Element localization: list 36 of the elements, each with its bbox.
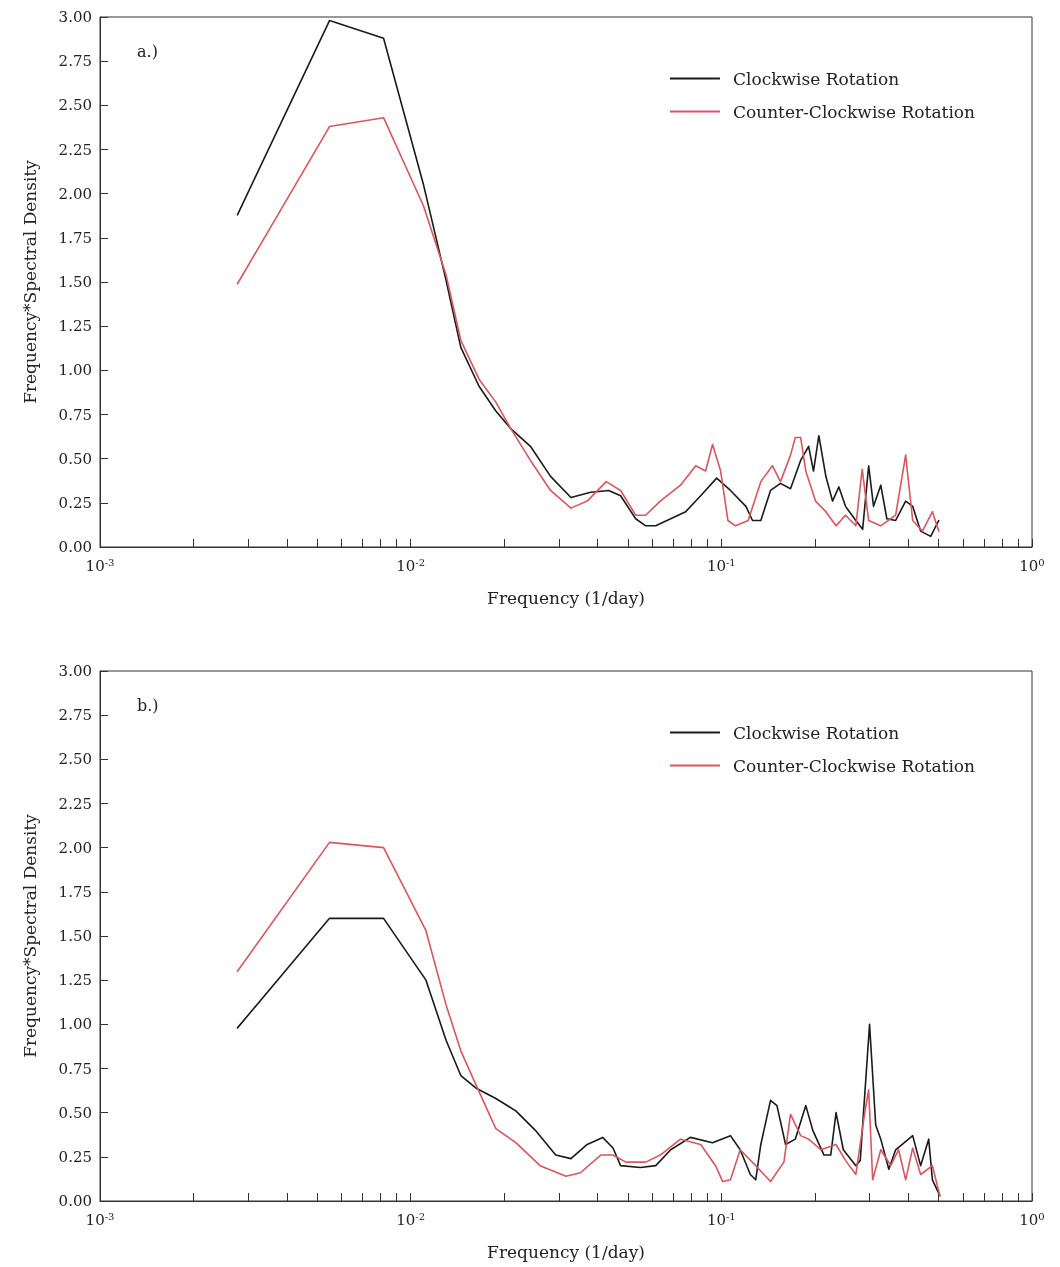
legend-label: Counter-Clockwise Rotation xyxy=(732,101,976,122)
y-tick-label: 1.00 xyxy=(58,1015,92,1034)
y-tick-label: 2.75 xyxy=(58,706,92,725)
legend-label: Clockwise Rotation xyxy=(732,68,900,89)
y-tick-label: 0.25 xyxy=(58,493,92,512)
legend-label: Clockwise Rotation xyxy=(732,722,900,743)
y-tick-label: 1.50 xyxy=(58,273,92,291)
y-tick-label: 0.25 xyxy=(58,1147,92,1166)
x-axis-title: Frequency (1/day) xyxy=(487,587,645,608)
y-tick-label: 2.00 xyxy=(58,184,92,203)
y-tick-label: 0.50 xyxy=(58,1103,92,1122)
legend-label: Counter-Clockwise Rotation xyxy=(732,755,976,776)
y-axis-title: Frequency*Spectral Density xyxy=(19,813,40,1058)
y-tick-label: 1.75 xyxy=(58,882,92,901)
annotation: a.) xyxy=(137,41,158,61)
y-tick-label: 1.50 xyxy=(58,927,92,945)
y-tick-label: 3.00 xyxy=(58,662,92,680)
y-tick-label: 0.00 xyxy=(58,538,92,556)
y-tick-label: 2.25 xyxy=(58,140,92,159)
y-tick-label: 1.25 xyxy=(58,317,92,336)
y-tick-label: 0.75 xyxy=(58,1059,92,1078)
y-tick-label: 2.75 xyxy=(58,52,92,71)
y-tick-label: 2.00 xyxy=(58,838,92,857)
annotation: b.) xyxy=(137,695,159,715)
y-tick-label: 2.50 xyxy=(58,750,92,769)
y-tick-label: 0.50 xyxy=(58,449,92,468)
y-axis-title: Frequency*Spectral Density xyxy=(19,159,40,404)
y-tick-label: 0.75 xyxy=(58,405,92,424)
y-tick-label: 1.75 xyxy=(58,228,92,247)
y-tick-label: 2.50 xyxy=(58,96,92,115)
y-tick-label: 3.00 xyxy=(58,8,92,26)
y-tick-label: 1.00 xyxy=(58,361,92,380)
y-tick-label: 1.25 xyxy=(58,971,92,990)
y-tick-label: 2.25 xyxy=(58,794,92,813)
y-tick-label: 0.00 xyxy=(58,1192,92,1210)
x-axis-title: Frequency (1/day) xyxy=(487,1241,645,1262)
